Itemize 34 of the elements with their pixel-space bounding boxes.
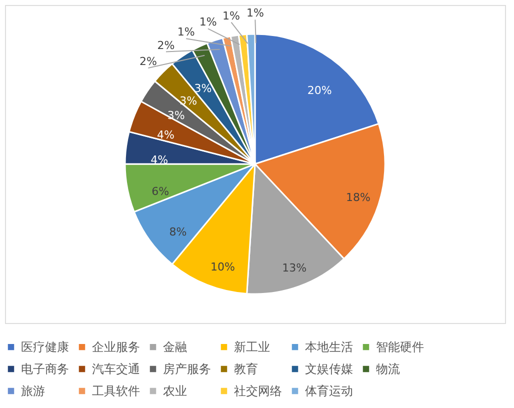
data-label: 2% [139,54,157,68]
data-label: 4% [150,153,168,166]
legend-label: 体育运动 [305,384,353,398]
data-label: 13% [282,261,307,274]
data-label: 3% [167,109,185,122]
legend-label: 医疗健康 [21,340,69,354]
legend-label: 新工业 [234,340,270,354]
legend-label: 旅游 [21,384,45,398]
legend-label: 电子商务 [21,362,69,376]
legend-label: 工具软件 [92,384,140,398]
legend-label: 教育 [234,362,258,376]
legend-label: 物流 [376,362,400,376]
legend-label: 智能硬件 [376,340,424,354]
data-label: 1% [222,9,240,22]
data-label: 1% [177,26,195,39]
data-label: 18% [346,191,370,204]
data-label: 3% [180,94,198,108]
legend-label: 社交网络 [234,384,282,398]
data-label: 6% [152,185,170,198]
data-label: 4% [156,128,174,142]
legend-label: 农业 [163,384,187,398]
legend-label: 本地生活 [305,340,353,354]
data-label: 1% [199,16,217,29]
legend-label: 金融 [163,340,187,354]
data-label: 1% [246,6,264,20]
data-label: 8% [169,226,187,239]
data-label: 10% [210,260,235,274]
legend-label: 房产服务 [163,362,211,376]
legend-label: 企业服务 [92,340,140,354]
data-label: 2% [157,38,175,52]
data-label: 3% [194,82,212,96]
data-label: 20% [307,84,332,97]
legend-label: 汽车交通 [92,362,140,376]
legend-label: 文娱传媒 [305,362,353,376]
